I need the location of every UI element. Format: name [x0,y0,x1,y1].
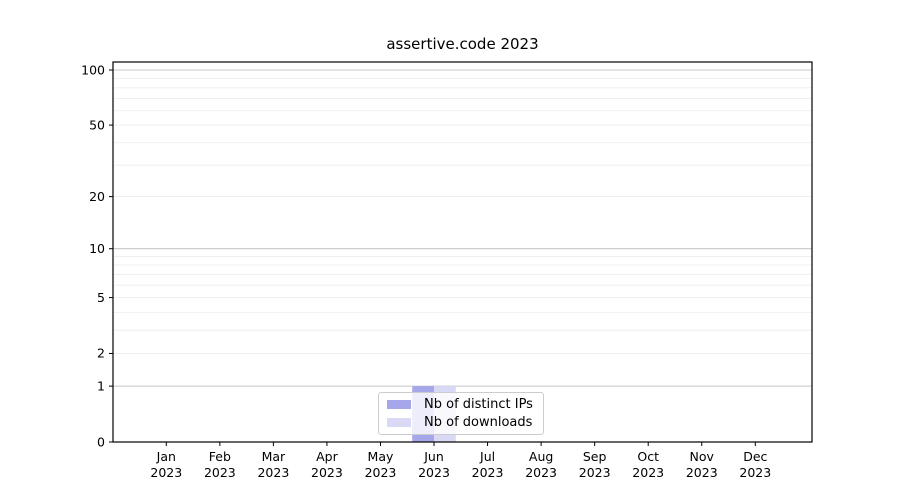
x-tick-label-year-oct: 2023 [632,465,664,480]
y-tick-label-10: 10 [89,241,105,256]
x-tick-label-year-jan: 2023 [150,465,182,480]
legend: Nb of distinct IPs Nb of downloads [378,392,544,435]
legend-item-downloads: Nb of downloads [387,416,535,429]
x-tick-label-month-nov: Nov [690,449,715,464]
y-tick-label-2: 2 [97,346,105,361]
plot-frame [112,61,813,443]
y-tick-label-100: 100 [81,62,105,77]
x-tick-label-month-dec: Dec [743,449,767,464]
x-tick-label-month-sep: Sep [583,449,607,464]
y-tick-label-0: 0 [97,434,105,449]
x-tick-label-year-may: 2023 [365,465,397,480]
x-tick-label-year-feb: 2023 [204,465,236,480]
x-tick-label-month-apr: Apr [316,449,338,464]
chart-title: assertive.code 2023 [386,35,539,53]
legend-item-distinct-ips: Nb of distinct IPs [387,398,535,411]
x-tick-label-month-may: May [368,449,394,464]
x-tick-label-year-sep: 2023 [579,465,611,480]
y-tick-label-5: 5 [97,290,105,305]
x-tick-label-month-aug: Aug [529,449,553,464]
x-tick-label-month-feb: Feb [209,449,231,464]
x-tick-label-month-mar: Mar [262,449,286,464]
x-tick-label-year-nov: 2023 [686,465,718,480]
x-tick-label-month-jan: Jan [156,449,176,464]
y-tick-label-1: 1 [97,378,105,393]
legend-label-distinct-ips: Nb of distinct IPs [424,397,533,412]
x-tick-label-month-jul: Jul [479,449,495,464]
x-tick-label-year-mar: 2023 [257,465,289,480]
x-tick-label-year-jun: 2023 [418,465,450,480]
x-tick-label-year-jul: 2023 [472,465,504,480]
x-tick-label-month-jun: Jun [423,449,444,464]
x-tick-label-year-aug: 2023 [525,465,557,480]
legend-label-downloads: Nb of downloads [424,415,533,430]
y-tick-label-20: 20 [89,189,105,204]
y-tick-label-50: 50 [89,117,105,132]
x-tick-label-month-oct: Oct [637,449,659,464]
x-tick-label-year-apr: 2023 [311,465,343,480]
legend-swatch-distinct-ips [387,400,411,409]
x-tick-label-year-dec: 2023 [739,465,771,480]
legend-swatch-downloads [387,418,411,427]
